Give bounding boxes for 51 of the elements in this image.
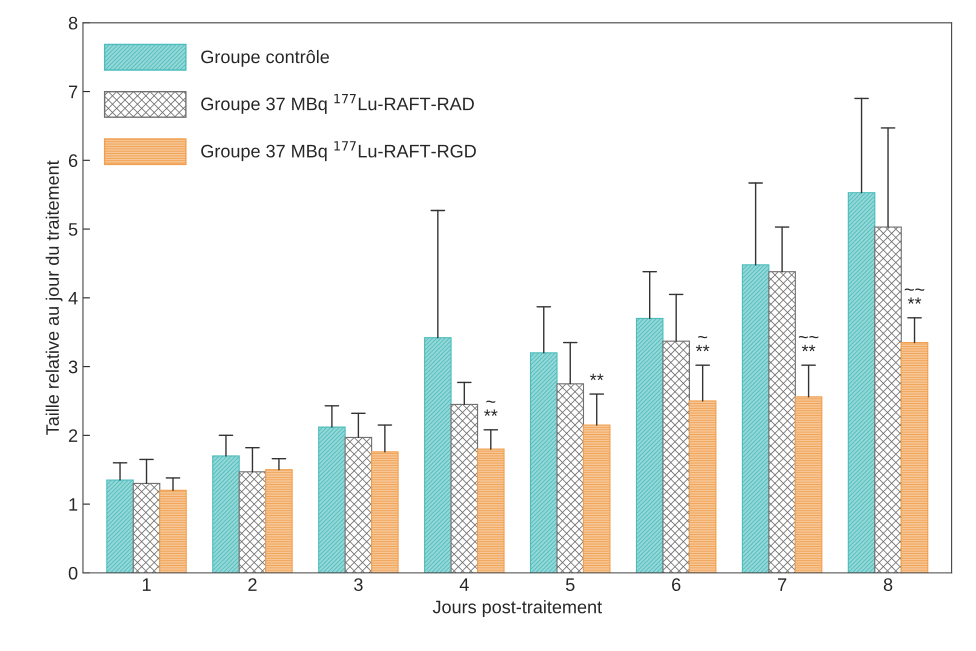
- y-tick-label: 3: [68, 360, 78, 374]
- bar: [424, 337, 452, 573]
- bar: [900, 342, 928, 573]
- legend-label: Groupe contrôle: [201, 50, 329, 67]
- y-tick-label: 6: [68, 154, 78, 168]
- bar: [662, 340, 690, 573]
- annotation: **: [590, 374, 604, 380]
- x-tick-label: 3: [354, 578, 363, 592]
- x-tick-label: 6: [672, 578, 680, 592]
- y-tick-label: 0: [68, 566, 78, 580]
- y-tick-label: 7: [68, 86, 78, 98]
- bar: [848, 192, 876, 573]
- annotation: ~~ **: [798, 336, 818, 352]
- bar: [318, 426, 346, 573]
- y-tick-label: 5: [68, 223, 78, 236]
- bar: [530, 352, 558, 573]
- y-axis-title: Taille relative au jour du traitement: [46, 160, 63, 435]
- bar: [450, 404, 478, 573]
- bar: [582, 424, 611, 573]
- bar: [106, 479, 134, 573]
- bar: [768, 271, 796, 573]
- bar: [556, 383, 584, 573]
- bar: [265, 469, 293, 573]
- y-tick-label: 4: [68, 292, 78, 304]
- bar: [344, 436, 372, 573]
- bar: [874, 226, 902, 573]
- legend-label: Groupe 37 MBq $^{177}$Lu-RAFT-RGD: [201, 141, 476, 162]
- bar: [477, 448, 505, 573]
- bar: [212, 455, 240, 573]
- bar: [636, 318, 664, 573]
- x-tick-label: 1: [142, 578, 151, 591]
- x-axis-title: Jours post-traitement: [432, 600, 602, 617]
- legend-label: Groupe 37 MBq $^{177}$Lu-RAFT-RAD: [201, 94, 474, 114]
- annotation: ~ **: [484, 400, 498, 416]
- bar: [794, 396, 822, 573]
- x-tick-label: 7: [778, 578, 786, 591]
- x-tick-label: 2: [248, 578, 257, 591]
- bar: [159, 490, 187, 573]
- bar: [742, 264, 770, 573]
- y-tick-label: 2: [68, 429, 78, 442]
- bar: [132, 482, 160, 573]
- annotation: ~ **: [696, 336, 710, 352]
- bar: [371, 451, 399, 573]
- bar: [688, 400, 716, 573]
- x-tick-label: 4: [460, 578, 469, 591]
- x-tick-label: 8: [884, 578, 892, 592]
- y-tick-label: 1: [69, 498, 78, 511]
- bar: [238, 471, 266, 573]
- y-tick-label: 8: [68, 16, 78, 30]
- x-tick-label: 5: [566, 578, 575, 592]
- annotation: ~~ **: [904, 288, 924, 304]
